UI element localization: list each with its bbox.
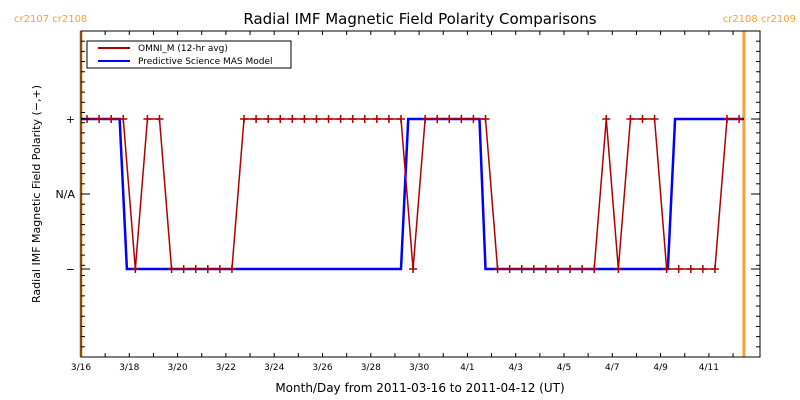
x-tick-label: 3/28 (361, 363, 381, 373)
x-tick-label: 3/30 (409, 363, 429, 373)
y-axis-label: Radial IMF Magnetic Field Polarity (−,+) (30, 85, 43, 303)
carrington-label-right: cr2108 cr2109 (723, 14, 796, 25)
series-line-mas-model (81, 117, 744, 271)
legend: OMNI_M (12-hr avg) Predictive Science MA… (86, 40, 292, 69)
legend-label-omni: OMNI_M (12-hr avg) (138, 44, 228, 54)
x-tick-label: 3/22 (216, 363, 236, 373)
x-tick-label: 3/20 (167, 363, 187, 373)
y-tick-label: N/A (56, 188, 76, 201)
x-tick-label: 4/7 (605, 363, 619, 373)
x-tick-label: 4/9 (653, 363, 668, 373)
y-tick-label: − (66, 263, 75, 276)
y-tick-label: + (66, 113, 75, 126)
x-tick-label: 3/24 (264, 363, 284, 373)
chart-title: Radial IMF Magnetic Field Polarity Compa… (243, 10, 596, 28)
x-tick-label: 3/26 (312, 363, 332, 373)
x-tick-label: 4/11 (699, 363, 719, 373)
x-tick-label: 3/18 (119, 363, 139, 373)
carrington-label-left: cr2107 cr2108 (14, 14, 87, 25)
legend-label-mas: Predictive Science MAS Model (138, 57, 273, 67)
x-tick-label: 4/3 (508, 363, 522, 373)
x-axis-label: Month/Day from 2011-03-16 to 2011-04-12 … (275, 381, 564, 395)
x-tick-label: 4/1 (460, 363, 474, 373)
series-line-omni (87, 118, 740, 270)
x-tick-label: 3/16 (71, 363, 91, 373)
legend-box (86, 40, 292, 69)
plot-frame (80, 30, 761, 358)
x-tick-label: 4/5 (557, 363, 571, 373)
